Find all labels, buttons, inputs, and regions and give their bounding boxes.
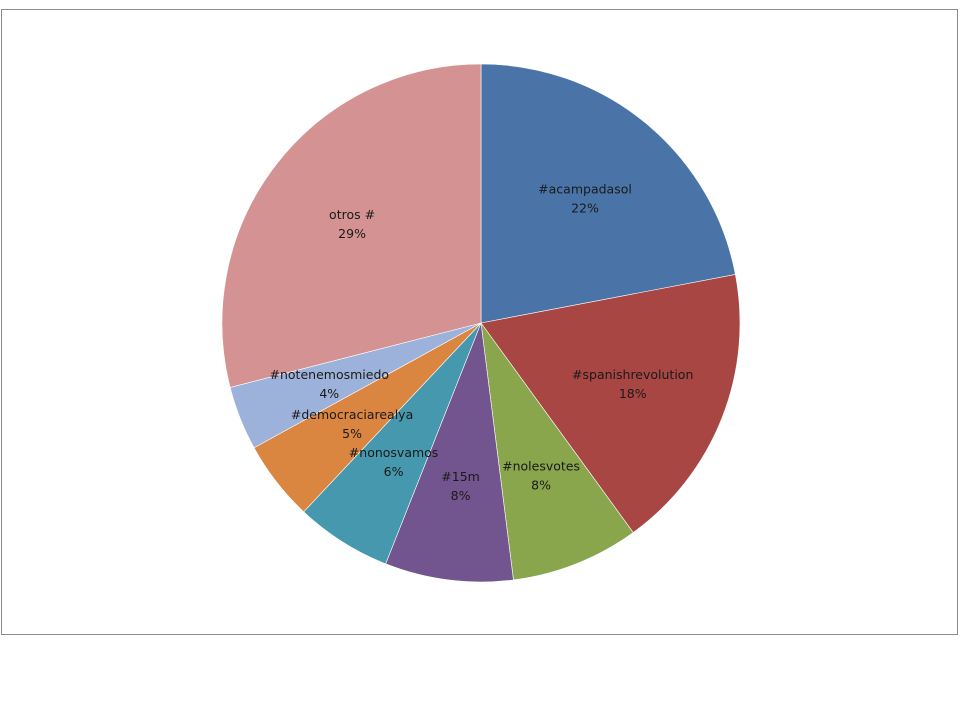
slice-label-nonosvamos: #nonosvamos (349, 445, 439, 460)
slice-label-otros: otros # (329, 207, 375, 222)
slice-value-democraciarealya: 5% (342, 426, 362, 441)
slice-value-spanishrevolution: 18% (619, 386, 647, 401)
slice-value-nonosvamos: 6% (384, 464, 404, 479)
slice-label-notenemosmiedo: #notenemosmiedo (270, 367, 390, 382)
pie-slices (221, 63, 741, 583)
slice-label-nolesvotes: #nolesvotes (502, 459, 580, 474)
pie-slice-nolesvotes (480, 322, 634, 581)
slice-value-nolesvotes: 8% (531, 478, 551, 493)
slice-value-15m: 8% (451, 488, 471, 503)
chart-area: #acampadasol 22% #spanishrevolution 18% #nol… (1, 9, 958, 635)
slice-value-notenemosmiedo: 4% (319, 386, 339, 401)
slice-label-acampadasol: #acampadasol (538, 181, 632, 196)
pie-slice-acampadasol (480, 63, 736, 324)
pie-slice-spanishrevolution (480, 274, 741, 533)
slice-label-democraciarealya: #democraciarealya (291, 407, 413, 422)
slice-value-otros: 29% (338, 226, 366, 241)
slice-value-acampadasol: 22% (571, 200, 599, 215)
pie-labels: #acampadasol 22% #spanishrevolution 18% #nol… (270, 181, 694, 503)
pie-slice-15m (385, 322, 514, 583)
slice-label-15m: #15m (441, 469, 480, 484)
slice-label-spanishrevolution: #spanishrevolution (572, 367, 693, 382)
pie-slice-otros (221, 63, 482, 388)
pie-chart: #acampadasol 22% #spanishrevolution 18% #nol… (221, 63, 741, 583)
